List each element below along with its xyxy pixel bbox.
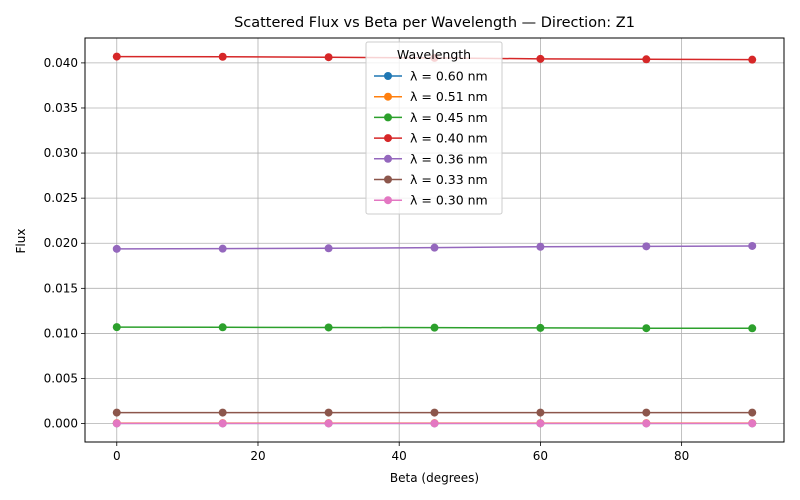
data-point <box>324 244 333 253</box>
data-point <box>748 408 757 417</box>
data-point <box>430 243 439 252</box>
y-tick-label: 0.040 <box>44 56 78 70</box>
legend-swatch-marker <box>384 134 392 143</box>
data-point <box>642 408 651 417</box>
data-point <box>112 408 121 417</box>
legend-entry: λ = 0.45 nm <box>374 110 488 125</box>
legend-label: λ = 0.60 nm <box>410 69 488 84</box>
series <box>112 323 757 333</box>
series <box>112 419 757 428</box>
data-point <box>324 419 333 428</box>
data-point <box>218 52 227 61</box>
data-point <box>748 324 757 333</box>
legend-swatch-marker <box>384 72 392 80</box>
x-tick-label: 80 <box>674 449 689 463</box>
data-point <box>112 323 121 332</box>
data-point <box>430 419 439 428</box>
legend-label: λ = 0.51 nm <box>410 89 488 104</box>
y-tick-label: 0.035 <box>44 101 78 115</box>
data-point <box>218 323 227 332</box>
y-tick-label: 0.010 <box>44 326 78 340</box>
data-point <box>218 419 227 428</box>
data-point <box>536 408 545 417</box>
data-point <box>642 242 651 251</box>
legend-swatch-marker <box>384 92 392 101</box>
legend-entry: λ = 0.60 nm <box>374 69 488 84</box>
data-point <box>324 408 333 417</box>
data-point <box>536 242 545 251</box>
legend-label: λ = 0.40 nm <box>410 131 488 146</box>
x-axis-label: Beta (degrees) <box>390 471 479 485</box>
data-point <box>748 419 757 428</box>
chart-title: Scattered Flux vs Beta per Wavelength — … <box>234 15 635 31</box>
y-tick-label: 0.000 <box>44 417 78 431</box>
x-tick-label: 40 <box>392 449 407 463</box>
data-point <box>112 244 121 253</box>
legend-entry: λ = 0.30 nm <box>374 193 488 208</box>
y-tick-label: 0.015 <box>44 281 78 295</box>
data-point <box>642 55 651 64</box>
data-point <box>218 244 227 253</box>
legend-swatch-marker <box>384 196 392 205</box>
y-axis-label: Flux <box>14 229 28 254</box>
data-point <box>748 55 757 64</box>
legend-label: λ = 0.30 nm <box>410 193 488 208</box>
data-point <box>536 54 545 63</box>
legend-label: λ = 0.36 nm <box>410 151 488 166</box>
data-point <box>112 52 121 61</box>
x-tick-label: 20 <box>250 449 265 463</box>
y-tick-label: 0.005 <box>44 372 78 386</box>
y-tick-label: 0.030 <box>44 146 78 160</box>
legend-title: Wavelength <box>397 47 471 62</box>
plot-area-frame <box>84 37 785 443</box>
series <box>112 408 757 417</box>
axis-ticks: 0 20 40 60 80 0.000 0.005 0.010 0.015 0.020 0.025 0… <box>44 56 690 463</box>
legend-box <box>365 41 503 215</box>
legend-swatch-marker <box>384 175 392 184</box>
legend-entry: λ = 0.33 nm <box>374 172 488 187</box>
data-point <box>642 419 651 428</box>
x-tick-label: 60 <box>533 449 548 463</box>
data-point <box>324 323 333 332</box>
data-point <box>430 408 439 417</box>
legend-swatch-marker <box>384 154 392 163</box>
legend-swatch-marker <box>384 113 392 122</box>
data-point <box>218 408 227 417</box>
x-tick-label: 0 <box>113 449 121 463</box>
data-point <box>112 419 121 428</box>
series <box>112 241 757 253</box>
data-point <box>536 419 545 428</box>
legend-label: λ = 0.45 nm <box>410 110 488 125</box>
legend-entry: λ = 0.36 nm <box>374 151 488 166</box>
y-tick-label: 0.020 <box>44 236 78 250</box>
legend-entry: λ = 0.51 nm <box>374 89 488 104</box>
series-group <box>112 52 757 428</box>
data-point <box>324 53 333 62</box>
legend: Wavelength λ = 0.60 nm λ = 0.51 nm λ = 0.4… <box>365 41 503 215</box>
data-point <box>430 323 439 332</box>
y-tick-label: 0.025 <box>44 191 78 205</box>
legend-label: λ = 0.33 nm <box>410 172 488 187</box>
legend-entry: λ = 0.40 nm <box>374 131 488 146</box>
data-point <box>642 324 651 333</box>
data-point <box>748 241 757 250</box>
data-point <box>536 323 545 332</box>
